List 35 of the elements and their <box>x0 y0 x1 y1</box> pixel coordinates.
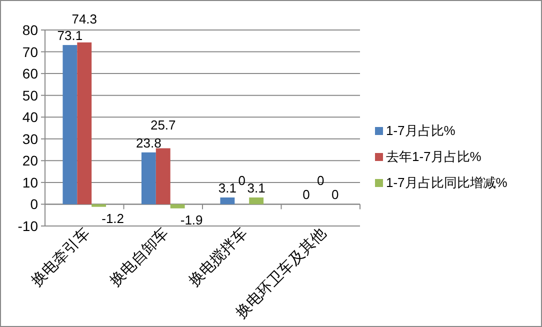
y-tick-label: 70 <box>22 44 38 60</box>
bar <box>170 204 185 208</box>
legend-label: 1-7月占比% <box>386 123 456 138</box>
y-tick-label: -10 <box>18 218 38 234</box>
y-tick-label: 20 <box>22 152 38 169</box>
bar <box>92 204 106 207</box>
data-label: 0 <box>317 173 324 188</box>
y-tick-label: 40 <box>22 109 38 126</box>
data-label: 25.7 <box>150 117 176 132</box>
y-tick-label: 80 <box>22 22 38 38</box>
y-tick-label: 50 <box>22 87 38 104</box>
legend-label: 去年1-7月占比% <box>386 149 482 164</box>
data-label: 23.8 <box>136 135 162 150</box>
legend-label: 1-7月占比同比增减% <box>386 175 508 190</box>
data-label: 0 <box>238 173 246 188</box>
x-tick-label: 换电自卸车 <box>106 224 172 290</box>
y-tick-label: 0 <box>30 196 38 212</box>
data-label: 3.1 <box>218 180 236 196</box>
y-tick-label: 60 <box>22 66 38 82</box>
x-tick-label: 换电搅拌车 <box>186 224 251 290</box>
bar <box>141 152 156 204</box>
bar <box>77 42 92 204</box>
bar <box>156 148 170 204</box>
y-tick-label: 30 <box>22 130 38 147</box>
bar <box>62 45 78 204</box>
data-label: -1.2 <box>102 210 124 226</box>
data-label: 0 <box>331 187 339 202</box>
data-label: -1.9 <box>180 212 203 228</box>
bar <box>249 197 264 204</box>
data-label: 74.3 <box>72 11 98 26</box>
data-label: 0 <box>302 187 310 202</box>
data-label: 3.1 <box>247 180 266 196</box>
data-label: 73.1 <box>57 28 83 44</box>
bar <box>220 197 235 204</box>
y-tick-label: 10 <box>22 174 38 190</box>
